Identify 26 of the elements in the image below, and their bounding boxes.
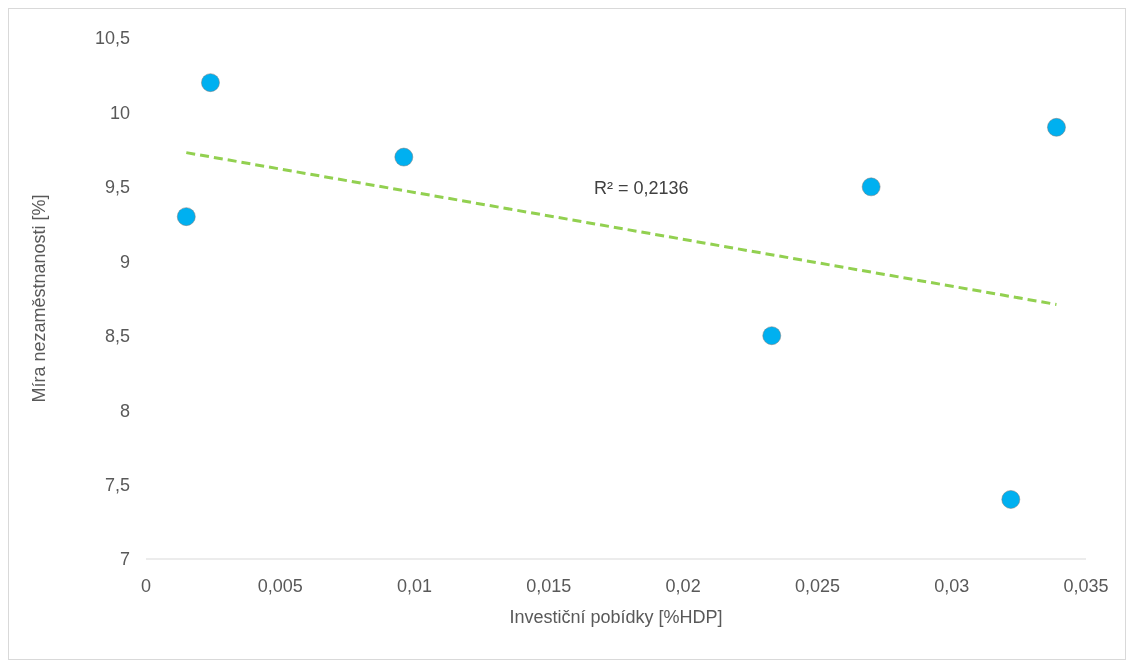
x-tick-label: 0,025 (794, 575, 840, 596)
y-tick-label: 9 (119, 251, 130, 272)
x-axis-title: Investiční pobídky [%HDP] (509, 607, 723, 627)
point (762, 326, 782, 346)
annotation: R² = 0,2136 (594, 178, 689, 199)
x-tick-label: 0,015 (526, 575, 572, 596)
y-tick-label: 8,5 (104, 326, 130, 347)
point (1046, 117, 1066, 137)
point (176, 207, 196, 227)
x-tick-label: 0,03 (934, 575, 970, 596)
y-tick-label: 7 (119, 549, 130, 570)
x-tick-label: 0,02 (665, 575, 701, 596)
x-tick-label: 0,035 (1063, 575, 1109, 596)
point (200, 73, 220, 93)
x-tick-label: 0,005 (257, 575, 303, 596)
y-tick-label: 9,5 (104, 177, 130, 198)
point (394, 147, 414, 167)
point (1001, 489, 1021, 509)
y-tick-label: 10,5 (94, 28, 130, 49)
y-axis-title: Míra nezaměstnanosti [%] (29, 194, 50, 403)
x-tick-label: 0,01 (397, 575, 433, 596)
y-tick-label: 7,5 (104, 474, 130, 495)
y-tick-label: 10 (109, 102, 130, 123)
y-tick-label: 8 (119, 400, 130, 421)
x-tick-label: 0 (140, 575, 152, 596)
point (861, 177, 881, 197)
